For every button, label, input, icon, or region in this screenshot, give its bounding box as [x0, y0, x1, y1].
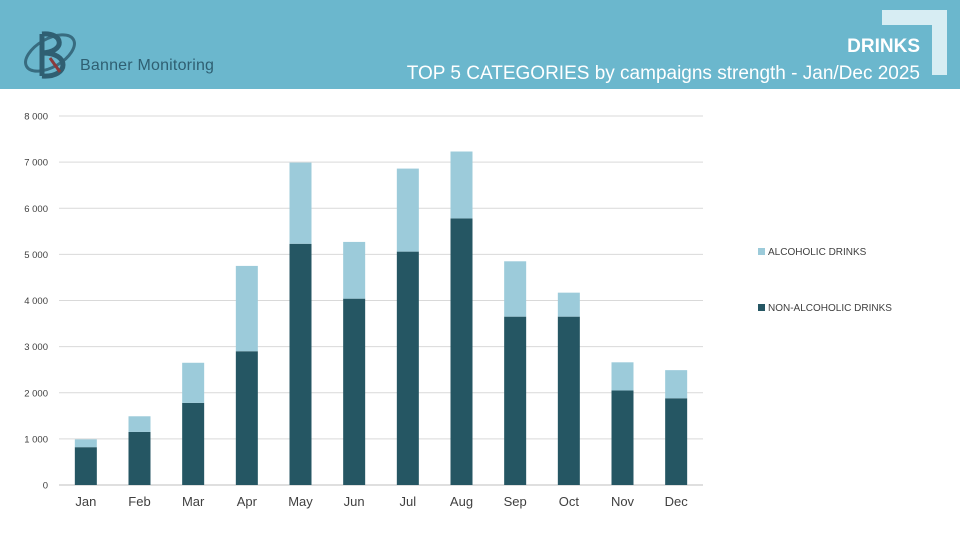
bar-non-alcoholic-nov: [611, 390, 634, 485]
x-tick-label: Mar: [182, 494, 205, 509]
x-tick-label: Sep: [504, 494, 527, 509]
page-subtitle: TOP 5 CATEGORIES by campaigns strength -…: [406, 63, 920, 84]
bar-alcoholic-jul: [396, 168, 419, 252]
legend-item: NON-ALCOHOLIC DRINKS: [758, 303, 892, 314]
y-tick-label: 8 000: [24, 112, 48, 123]
bar-non-alcoholic-mar: [182, 402, 205, 485]
logo-text: Banner Monitoring: [80, 57, 215, 74]
y-tick-label: 4 000: [24, 296, 48, 307]
y-tick-label: 1 000: [24, 434, 48, 445]
y-tick-label: 0: [43, 481, 48, 492]
bar-non-alcoholic-jul: [396, 251, 419, 485]
x-tick-label: Jul: [400, 494, 417, 509]
bar-non-alcoholic-may: [289, 243, 312, 485]
bar-non-alcoholic-apr: [235, 351, 258, 485]
x-tick-label: May: [288, 494, 313, 509]
y-tick-label: 5 000: [24, 250, 48, 261]
bar-alcoholic-feb: [128, 416, 151, 432]
bar-non-alcoholic-oct: [557, 316, 580, 485]
bar-alcoholic-jan: [74, 439, 97, 448]
bar-alcoholic-dec: [665, 370, 688, 399]
y-tick-label: 2 000: [24, 388, 48, 399]
x-tick-label: Dec: [665, 494, 689, 509]
legend-label: NON-ALCOHOLIC DRINKS: [768, 303, 892, 314]
bar-non-alcoholic-jan: [74, 447, 97, 485]
x-tick-label: Nov: [611, 494, 635, 509]
x-tick-label: Aug: [450, 494, 473, 509]
bar-non-alcoholic-feb: [128, 431, 151, 485]
y-tick-label: 6 000: [24, 204, 48, 215]
bar-alcoholic-oct: [557, 292, 580, 317]
logo-b-icon: [24, 31, 76, 79]
y-tick-label: 3 000: [24, 342, 48, 353]
x-tick-label: Feb: [128, 494, 150, 509]
page-title: DRINKS: [847, 36, 920, 57]
bar-alcoholic-jun: [343, 241, 366, 299]
bar-alcoholic-may: [289, 162, 312, 244]
bar-alcoholic-sep: [504, 261, 527, 317]
legend-item: ALCOHOLIC DRINKS: [758, 247, 866, 258]
bar-alcoholic-apr: [235, 265, 258, 352]
legend-label: ALCOHOLIC DRINKS: [768, 247, 867, 258]
stacked-bar-chart: 0 1 000 2 000 3 000 4 000 5 000 6 000 7 000 8 00…: [24, 112, 703, 509]
x-tick-label: Oct: [559, 494, 580, 509]
bar-non-alcoholic-jun: [343, 298, 366, 485]
x-tick-label: Jun: [344, 494, 365, 509]
x-tick-label: Apr: [237, 494, 258, 509]
legend-swatch: [758, 247, 765, 255]
x-tick-label: Jan: [75, 494, 96, 509]
bar-alcoholic-nov: [611, 362, 634, 391]
bar-non-alcoholic-aug: [450, 218, 473, 485]
y-tick-label: 7 000: [24, 158, 48, 169]
header-bar: Banner Monitoring DRINKS TOP 5 CATEGORIE…: [0, 0, 960, 89]
bar-alcoholic-mar: [182, 362, 205, 403]
bar-alcoholic-aug: [450, 151, 473, 219]
legend-swatch: [758, 303, 765, 311]
bar-non-alcoholic-sep: [504, 316, 527, 485]
bar-non-alcoholic-dec: [665, 398, 688, 485]
corner-decoration: [882, 10, 947, 75]
